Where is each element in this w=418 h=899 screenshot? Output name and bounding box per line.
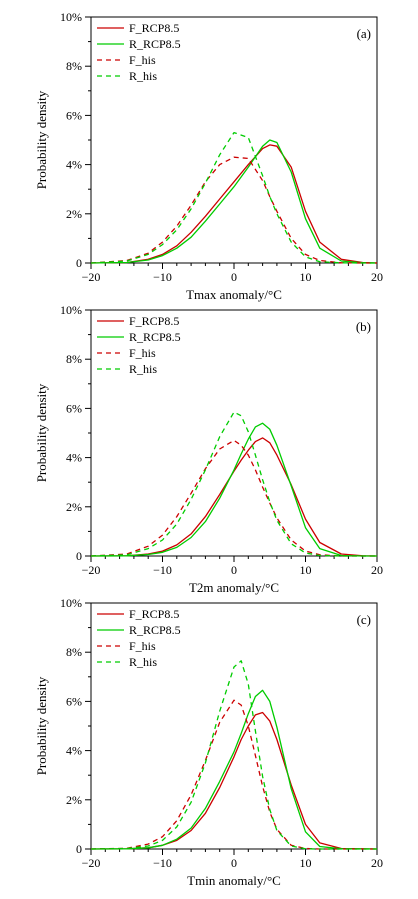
x-tick-label: −10 (153, 270, 172, 284)
series-line-f-his (90, 439, 377, 557)
y-tick-label: 10% (60, 10, 82, 24)
y-tick-label: 10% (60, 596, 82, 610)
series-line-r-his (90, 411, 377, 557)
x-tick-label: 10 (300, 856, 312, 870)
y-tick-label: 6% (66, 108, 82, 122)
x-tick-label: 20 (371, 270, 383, 284)
x-tick-label: 20 (371, 563, 383, 577)
y-tick-label: 10% (60, 303, 82, 317)
series-line-r-rcp8-5 (90, 422, 377, 557)
y-tick-label: 0 (76, 549, 82, 563)
series-line-r-rcp8-5 (90, 139, 378, 264)
series-line-f-rcp8-5 (90, 437, 378, 557)
series-line-r-rcp8-5 (90, 689, 378, 850)
legend-label: F_RCP8.5 (129, 314, 179, 328)
y-tick-label: 4% (66, 158, 82, 172)
x-tick-label: −20 (82, 563, 101, 577)
y-tick-label: 8% (66, 59, 82, 73)
x-axis-label: Tmin anomaly/°C (187, 873, 281, 888)
legend-label: R_RCP8.5 (129, 330, 181, 344)
panel-label: (a) (357, 26, 371, 41)
y-tick-label: 6% (66, 694, 82, 708)
y-tick-label: 4% (66, 744, 82, 758)
panel-label: (c) (357, 612, 371, 627)
y-tick-label: 2% (66, 793, 82, 807)
y-axis-label: Probability density (34, 90, 49, 189)
series-line-f-his (90, 156, 377, 264)
y-axis-label: Probability density (34, 383, 49, 482)
y-tick-label: 8% (66, 645, 82, 659)
chart-panel-c: −20 −10 0 10 20 0 2% 4% 6% 8% 10% Tmin anomaly/°C Pr… (34, 596, 383, 888)
x-tick-label: −10 (153, 856, 172, 870)
legend-label: R_his (129, 655, 157, 669)
y-tick-label: 4% (66, 451, 82, 465)
y-tick-label: 2% (66, 500, 82, 514)
x-tick-label: 0 (231, 856, 237, 870)
legend-label: R_RCP8.5 (129, 37, 181, 51)
y-tick-label: 0 (76, 842, 82, 856)
legend-label: F_RCP8.5 (129, 607, 179, 621)
series-line-r-his (90, 131, 377, 264)
x-axis-label: Tmax anomaly/°C (186, 287, 282, 302)
y-tick-label: 0 (76, 256, 82, 270)
x-tick-label: 0 (231, 270, 237, 284)
x-tick-label: −10 (153, 563, 172, 577)
x-tick-label: −20 (82, 856, 101, 870)
chart-panel-a: −20 −10 0 10 20 0 2% 4% 6% 8% 10% Tmax anomaly/°C Pr… (34, 10, 383, 302)
legend-label: F_RCP8.5 (129, 21, 179, 35)
panel-label: (b) (356, 319, 371, 334)
chart-panel-b: −20 −10 0 10 20 0 2% 4% 6% 8% 10% T2m anomaly/°C Pro… (34, 303, 383, 595)
y-tick-label: 2% (66, 207, 82, 221)
x-tick-label: 0 (231, 563, 237, 577)
x-tick-label: −20 (82, 270, 101, 284)
legend-label: R_his (129, 69, 157, 83)
x-tick-label: 20 (371, 856, 383, 870)
legend-label: F_his (129, 639, 156, 653)
x-tick-label: 10 (300, 563, 312, 577)
y-tick-label: 6% (66, 401, 82, 415)
y-axis-label: Probability density (34, 676, 49, 775)
x-tick-label: 10 (300, 270, 312, 284)
legend-label: F_his (129, 346, 156, 360)
series-line-f-rcp8-5 (90, 711, 378, 850)
y-tick-label: 8% (66, 352, 82, 366)
legend-label: R_his (129, 362, 157, 376)
x-axis-label: T2m anomaly/°C (189, 580, 279, 595)
legend-label: R_RCP8.5 (129, 623, 181, 637)
series-line-r-his (90, 660, 377, 850)
legend-label: F_his (129, 53, 156, 67)
series-line-f-rcp8-5 (90, 144, 378, 264)
series-line-f-his (90, 699, 377, 850)
